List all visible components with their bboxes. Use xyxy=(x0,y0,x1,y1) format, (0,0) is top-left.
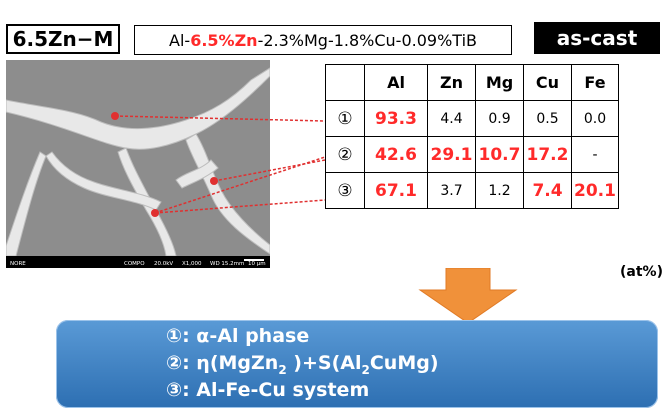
phase-line-1: ①: α-Al phase xyxy=(166,325,309,347)
alloy-zn: 6.5%Zn xyxy=(190,30,258,50)
down-arrow-icon xyxy=(418,268,518,324)
phase-summary-panel: ①: α-Al phase ②: η(MgZn2 )+S(Al2CuMg) ③:… xyxy=(56,320,658,408)
header-cell-al: Al xyxy=(364,64,428,101)
sample-label: 6.5Zn−M xyxy=(6,24,120,54)
header-cell-fe: Fe xyxy=(571,64,619,101)
phase-3-text: : Al-Fe-Cu system xyxy=(182,379,370,401)
alloy-composition: Al- 6.5%Zn -2.3%Mg-1.8%Cu-0.09%TiB xyxy=(134,25,512,55)
phase-1-text: : α-Al phase xyxy=(182,325,310,347)
sem-footer-5: WD 15.2mm xyxy=(210,261,244,267)
sem-micrograph: NORE COMPO 20.0kV X1,000 WD 15.2mm 10 μm xyxy=(6,60,270,268)
header-cell-cu: Cu xyxy=(523,64,572,101)
sem-footer-6: 10 μm xyxy=(248,261,266,267)
cell: 17.2 xyxy=(523,136,572,173)
cell: 20.1 xyxy=(571,172,619,209)
header-cell-zn: Zn xyxy=(427,64,476,101)
sem-footer-2: COMPO xyxy=(124,261,145,267)
phase-2-text-e: CuMg) xyxy=(369,352,439,374)
cell: 0.9 xyxy=(475,100,524,137)
header-cell-mg: Mg xyxy=(475,64,524,101)
condition-badge: as-cast xyxy=(534,22,660,54)
cell: 0.0 xyxy=(571,100,619,137)
cell: 29.1 xyxy=(427,136,476,173)
phase-1-mark: ① xyxy=(166,325,183,347)
phase-2-sub-1: 2 xyxy=(278,362,287,377)
cell: 1.2 xyxy=(475,172,524,209)
phase-2-text-a: : η(MgZn xyxy=(182,352,279,374)
alloy-post: -2.3%Mg-1.8%Cu-0.09%TiB xyxy=(257,30,477,50)
cell: 42.6 xyxy=(364,136,428,173)
cell: - xyxy=(571,136,619,173)
table-row: ② 42.6 29.1 10.7 17.2 - xyxy=(325,136,619,173)
row-mark: ③ xyxy=(325,172,365,209)
table-row: ① 93.3 4.4 0.9 0.5 0.0 xyxy=(325,100,619,137)
cell: 0.5 xyxy=(523,100,572,137)
phase-line-3: ③: Al-Fe-Cu system xyxy=(166,379,369,401)
alloy-pre: Al- xyxy=(169,30,191,50)
unit-label: (at%) xyxy=(620,264,663,280)
phase-3-mark: ③ xyxy=(166,379,183,401)
cell: 93.3 xyxy=(364,100,428,137)
row-mark: ① xyxy=(325,100,365,137)
sem-footer-3: 20.0kV xyxy=(154,261,173,267)
cell: 7.4 xyxy=(523,172,572,209)
composition-table: Al Zn Mg Cu Fe ① 93.3 4.4 0.9 0.5 0.0 ② … xyxy=(325,64,619,209)
sem-footer-4: X1,000 xyxy=(182,261,202,267)
header-cell-empty xyxy=(325,64,365,101)
phase-line-2: ②: η(MgZn2 )+S(Al2CuMg) xyxy=(166,352,439,377)
row-mark: ② xyxy=(325,136,365,173)
phase-2-mark: ② xyxy=(166,352,183,374)
cell: 3.7 xyxy=(427,172,476,209)
phase-2-text-c: )+S(Al xyxy=(286,352,362,374)
sem-footer-1: NORE xyxy=(10,261,26,267)
cell: 10.7 xyxy=(475,136,524,173)
table-row: ③ 67.1 3.7 1.2 7.4 20.1 xyxy=(325,172,619,209)
cell: 4.4 xyxy=(427,100,476,137)
cell: 67.1 xyxy=(364,172,428,209)
table-header-row: Al Zn Mg Cu Fe xyxy=(325,64,619,101)
phase-2-sub-2: 2 xyxy=(361,362,370,377)
